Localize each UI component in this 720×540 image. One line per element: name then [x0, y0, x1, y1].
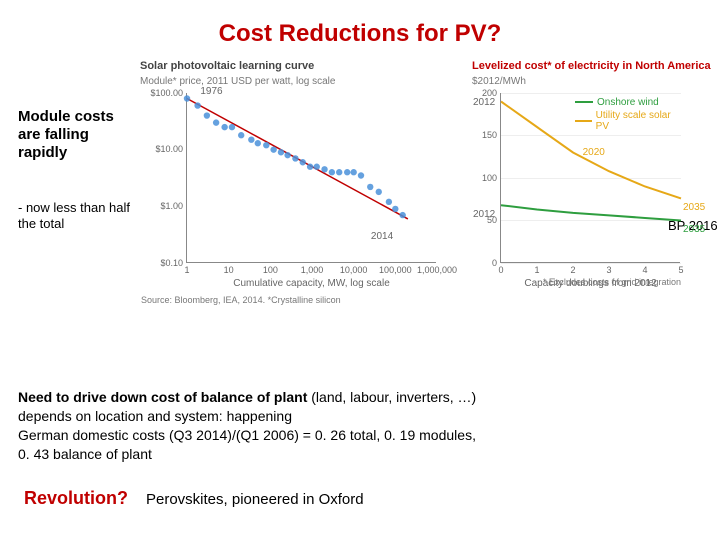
chart1-subtitle: Module* price, 2011 USD per watt, log sc…	[140, 76, 460, 87]
chart2-annot: 2012	[473, 97, 495, 108]
learning-curve-chart: Solar photovoltaic learning curve Module…	[140, 60, 460, 330]
revolution-label: Revolution?	[24, 488, 128, 509]
chart2-xtick: 0	[498, 262, 503, 275]
chart2-xtick: 5	[678, 262, 683, 275]
lcoe-chart: Levelized cost* of electricity in North …	[472, 60, 712, 330]
chart1-xlabel: Cumulative capacity, MW, log scale	[233, 262, 390, 289]
chart1-ytick: $1.00	[160, 201, 187, 211]
bottom-l2: depends on location and system: happenin…	[18, 408, 292, 424]
revolution-text: Perovskites, pioneered in Oxford	[146, 491, 364, 508]
chart1-ytick: $0.10	[160, 258, 187, 268]
chart2-annot: 2035	[683, 202, 705, 213]
chart2-plot: 200150100500012345Capacity doublings fro…	[500, 93, 680, 263]
bottom-l3: German domestic costs (Q3 2014)/(Q1 2006…	[18, 427, 476, 443]
chart2-title: Levelized cost* of electricity in North …	[472, 60, 712, 74]
chart1-xtick: 1,000,000	[417, 262, 457, 275]
chart1-xtick: 1	[184, 262, 189, 275]
chart1-ytick: $100.00	[150, 88, 187, 98]
bottom-l4: 0. 43 balance of plant	[18, 446, 152, 462]
chart2-legend: Onshore windUtility scale solar PV	[575, 97, 680, 134]
chart1-xtick: 10	[224, 262, 234, 275]
chart2-annot: 2012	[473, 209, 495, 220]
page-title: Cost Reductions for PV?	[0, 20, 720, 48]
chart1-source: Source: Bloomberg, IEA, 2014. *Crystalli…	[141, 295, 341, 305]
chart2-annot: 2020	[583, 147, 605, 158]
bottom-paragraph: Need to drive down cost of balance of pl…	[18, 388, 476, 464]
left-subtext: - now less than half the total	[18, 200, 138, 231]
chart2-ytick: 150	[482, 130, 501, 140]
left-heading: Module costs are falling rapidly	[18, 108, 138, 162]
chart1-ytick: $10.00	[155, 144, 187, 154]
chart1-annot: 2014	[371, 231, 393, 242]
chart2-subtitle: $2012/MWh	[472, 76, 712, 87]
chart1-annot: 1976	[200, 86, 222, 97]
chart1-title: Solar photovoltaic learning curve	[140, 60, 460, 74]
chart2-ytick: 100	[482, 173, 501, 183]
chart2-annot: 2035	[683, 224, 705, 235]
chart2-footnote: * Excludes costs of grid integration	[501, 277, 681, 287]
bottom-bold: Need to drive down cost of balance of pl…	[18, 389, 307, 405]
bottom-rest1: (land, labour, inverters, …)	[307, 389, 476, 405]
chart1-plot: $100.00$10.00$1.00$0.101101001,00010,000…	[186, 93, 436, 263]
